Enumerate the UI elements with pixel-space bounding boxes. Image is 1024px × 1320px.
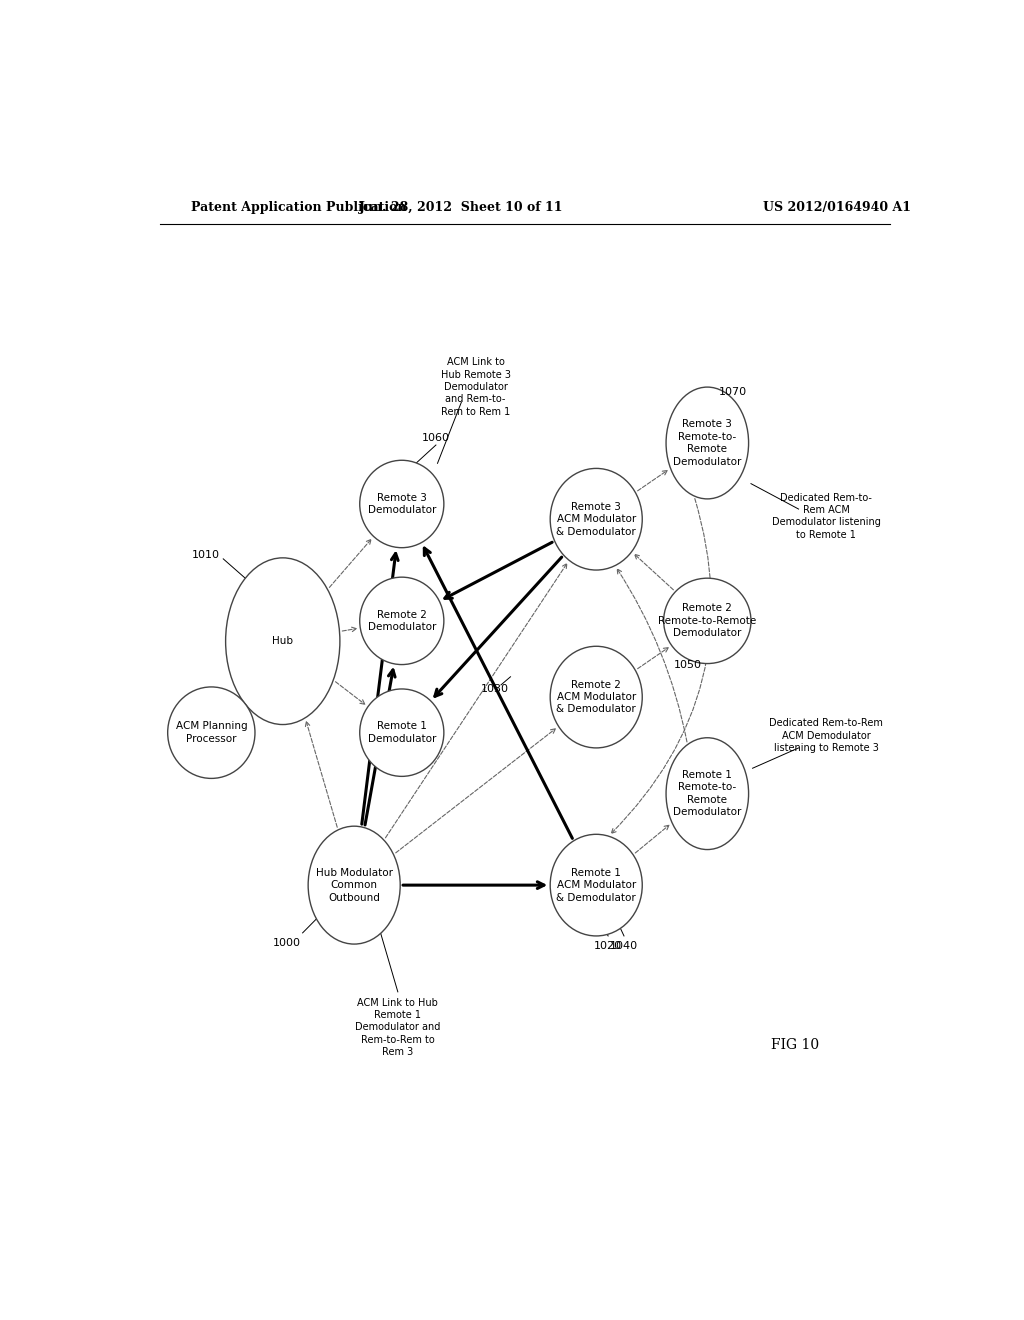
Text: Hub: Hub [272, 636, 293, 647]
Text: 1050: 1050 [674, 660, 701, 669]
Text: 1060: 1060 [422, 433, 450, 444]
Text: 1020: 1020 [594, 941, 623, 952]
Ellipse shape [664, 578, 751, 664]
Ellipse shape [359, 689, 443, 776]
Text: Remote 1
Demodulator: Remote 1 Demodulator [368, 722, 436, 744]
Text: Remote 3
Remote-to-
Remote
Demodulator: Remote 3 Remote-to- Remote Demodulator [673, 420, 741, 466]
Text: ACM Link to
Hub Remote 3
Demodulator
and Rem-to-
Rem to Rem 1: ACM Link to Hub Remote 3 Demodulator and… [440, 358, 511, 417]
Ellipse shape [359, 577, 443, 664]
Text: Hub Modulator
Common
Outbound: Hub Modulator Common Outbound [315, 867, 392, 903]
Text: FIG 10: FIG 10 [771, 1038, 818, 1052]
Ellipse shape [359, 461, 443, 548]
Text: Remote 1
ACM Modulator
& Demodulator: Remote 1 ACM Modulator & Demodulator [556, 867, 636, 903]
Text: Remote 2
ACM Modulator
& Demodulator: Remote 2 ACM Modulator & Demodulator [556, 680, 636, 714]
Text: Remote 1
Remote-to-
Remote
Demodulator: Remote 1 Remote-to- Remote Demodulator [673, 770, 741, 817]
Text: 1070: 1070 [719, 387, 746, 397]
Text: Remote 2
Remote-to-Remote
Demodulator: Remote 2 Remote-to-Remote Demodulator [658, 603, 757, 639]
Text: Remote 3
ACM Modulator
& Demodulator: Remote 3 ACM Modulator & Demodulator [556, 502, 636, 537]
Text: 1030: 1030 [480, 684, 509, 694]
Text: 1000: 1000 [272, 939, 301, 948]
Text: Patent Application Publication: Patent Application Publication [191, 201, 407, 214]
Ellipse shape [308, 826, 400, 944]
Ellipse shape [666, 738, 749, 850]
Ellipse shape [168, 686, 255, 779]
Text: ACM Planning
Processor: ACM Planning Processor [175, 722, 247, 744]
Text: Dedicated Rem-to-
Rem ACM
Demodulator listening
to Remote 1: Dedicated Rem-to- Rem ACM Demodulator li… [772, 492, 881, 540]
Text: Dedicated Rem-to-Rem
ACM Demodulator
listening to Remote 3: Dedicated Rem-to-Rem ACM Demodulator lis… [769, 718, 884, 754]
Text: Remote 2
Demodulator: Remote 2 Demodulator [368, 610, 436, 632]
Ellipse shape [550, 647, 642, 748]
Text: 1040: 1040 [610, 941, 638, 952]
Text: US 2012/0164940 A1: US 2012/0164940 A1 [763, 201, 911, 214]
Text: ACM Link to Hub
Remote 1
Demodulator and
Rem-to-Rem to
Rem 3: ACM Link to Hub Remote 1 Demodulator and… [355, 998, 440, 1057]
Text: Remote 3
Demodulator: Remote 3 Demodulator [368, 492, 436, 515]
Ellipse shape [550, 469, 642, 570]
Text: 1010: 1010 [191, 550, 220, 560]
Text: Jun. 28, 2012  Sheet 10 of 11: Jun. 28, 2012 Sheet 10 of 11 [359, 201, 563, 214]
Ellipse shape [666, 387, 749, 499]
Ellipse shape [225, 558, 340, 725]
Ellipse shape [550, 834, 642, 936]
